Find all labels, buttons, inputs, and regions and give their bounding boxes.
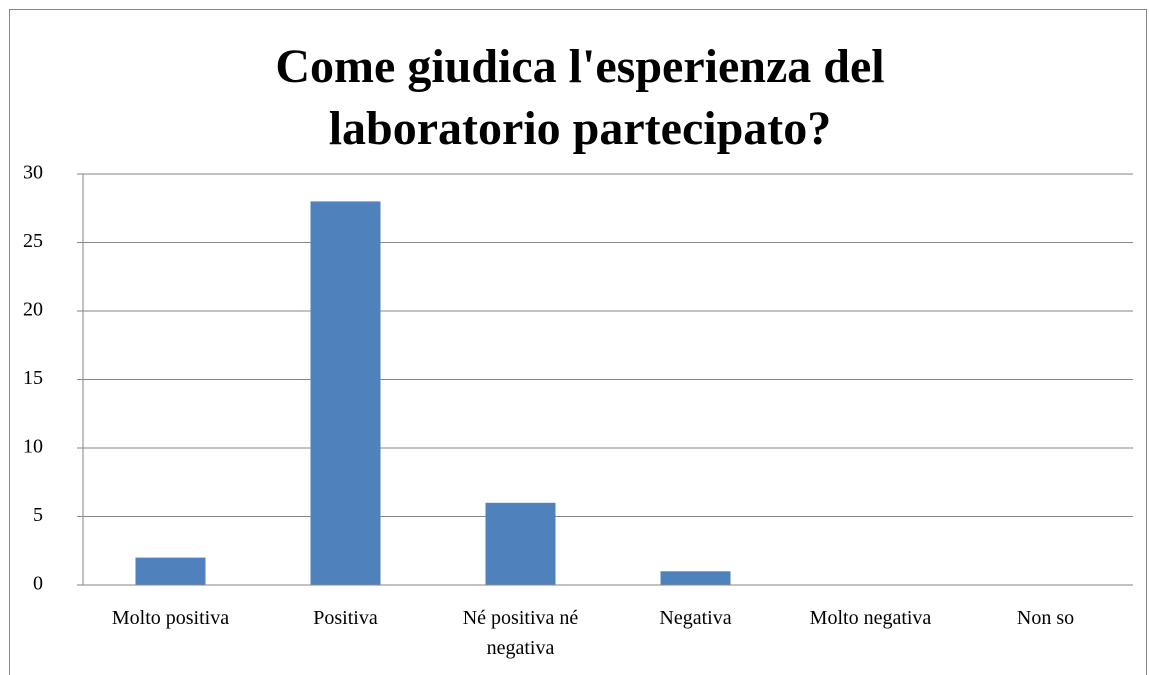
bar	[310, 201, 381, 585]
x-tick-label: Non so	[1016, 607, 1075, 629]
chart-title: Come giudica l'esperienza del laboratori…	[275, 40, 885, 155]
y-tick-label: 20	[23, 299, 43, 321]
y-tick-label: 10	[23, 436, 43, 458]
x-tick-label: Molto positiva	[111, 607, 230, 629]
x-tick-label: Né positiva né negativa	[462, 607, 579, 659]
bar	[660, 571, 731, 585]
chart-border	[9, 9, 1147, 675]
bar	[135, 557, 206, 585]
y-tick-label: 25	[23, 230, 43, 252]
x-tick-label: Molto negativa	[809, 607, 932, 629]
x-tick-label: Negativa	[659, 607, 732, 629]
x-tick-label: Positiva	[313, 607, 378, 629]
y-tick-label: 15	[23, 367, 43, 389]
y-tick-label: 5	[33, 504, 43, 526]
y-tick-label: 0	[33, 573, 43, 595]
bar	[485, 502, 556, 585]
y-tick-label: 30	[23, 162, 43, 184]
